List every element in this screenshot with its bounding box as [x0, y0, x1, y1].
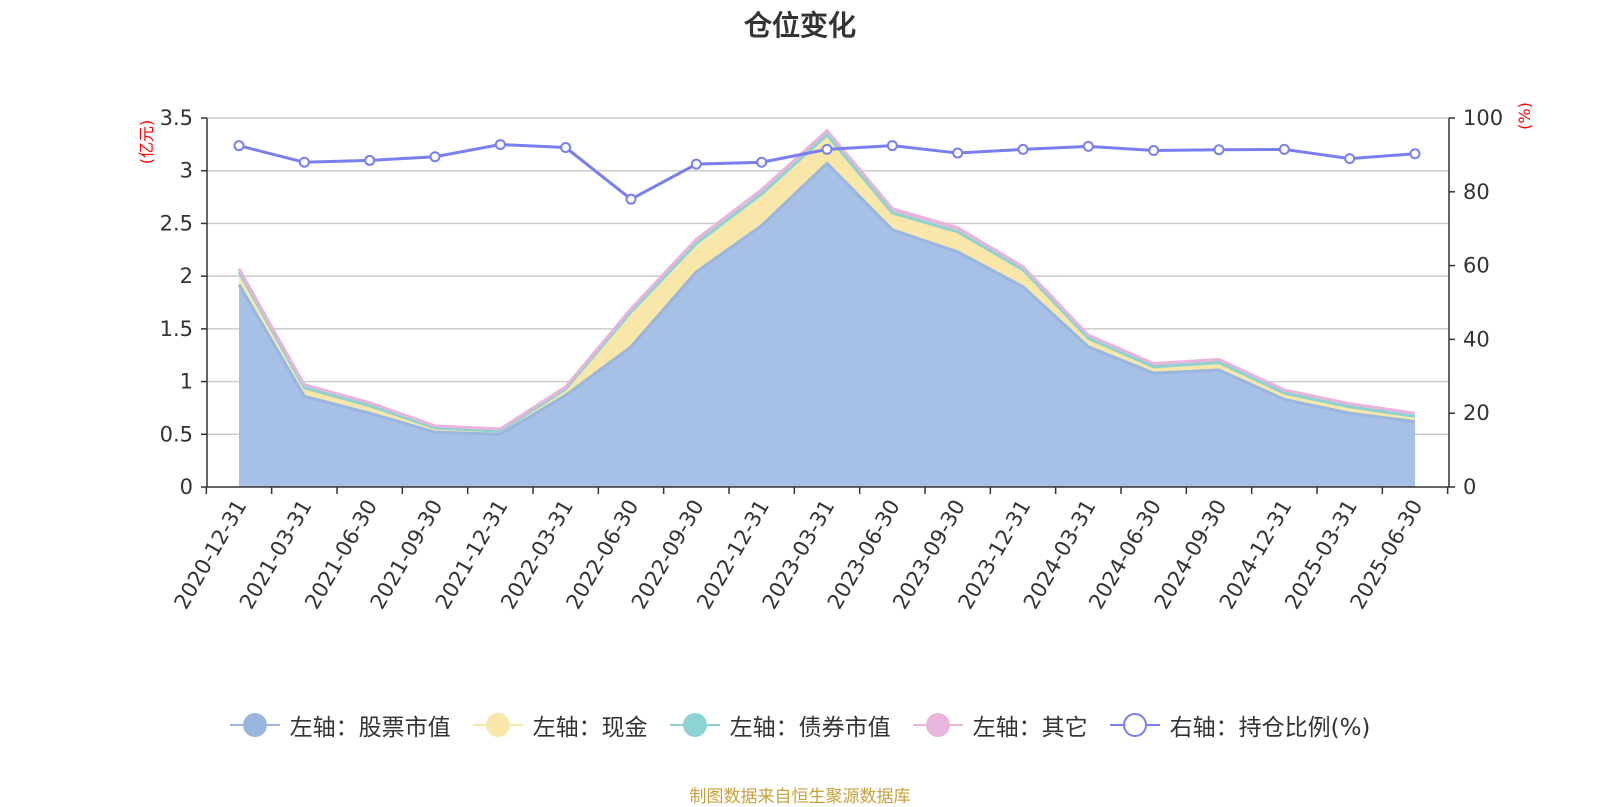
ratio-point	[1148, 144, 1160, 156]
filled-circle-icon	[912, 712, 963, 738]
legend-item[interactable]: 左轴：现金	[472, 708, 648, 742]
legend-label: 左轴：其它	[972, 715, 1088, 741]
left-tick-label: 0	[180, 475, 193, 499]
ratio-point	[429, 151, 441, 163]
legend-item[interactable]: 左轴：股票市值	[229, 708, 451, 742]
ratio-point	[821, 143, 833, 155]
right-tick-label: 40	[1463, 327, 1490, 351]
right-tick-label: 60	[1463, 254, 1490, 278]
filled-circle-icon	[472, 712, 523, 738]
ratio-point	[494, 139, 506, 151]
right-tick-label: 80	[1463, 180, 1490, 204]
left-tick-label: 3.5	[160, 106, 193, 130]
left-tick-label: 2	[180, 264, 193, 288]
legend: 左轴：股票市值 左轴：现金 左轴：债券市值 左轴：其它 右轴：持仓比例(%)	[0, 708, 1600, 742]
ratio-point	[625, 193, 637, 205]
legend-label: 左轴：债券市值	[729, 715, 891, 741]
ratio-point	[298, 156, 310, 168]
legend-label: 右轴：持仓比例(%)	[1169, 715, 1371, 741]
ratio-point	[756, 156, 768, 168]
left-tick-label: 3	[180, 159, 193, 183]
stock-area-edge	[237, 161, 1416, 436]
ratio-point	[1344, 153, 1356, 165]
legend-label: 左轴：股票市值	[289, 715, 451, 741]
area-series	[237, 128, 1416, 487]
ratio-point	[886, 140, 898, 152]
right-tick-label: 0	[1463, 475, 1476, 499]
legend-item[interactable]: 左轴：其它	[912, 708, 1088, 742]
other-area-edge	[237, 128, 1416, 431]
ratio-point	[233, 140, 245, 152]
chart-title: 仓位变化	[743, 9, 856, 42]
ratio-point	[1082, 140, 1094, 152]
right-tick-label: 100	[1463, 106, 1503, 130]
right-tick-label: 20	[1463, 401, 1490, 425]
left-tick-label: 1.5	[160, 317, 193, 341]
ratio-line-series	[233, 139, 1421, 205]
ratio-point	[1213, 144, 1225, 156]
stock-area	[239, 163, 1415, 487]
left-tick-label: 1	[180, 370, 193, 394]
left-axis-unit: (亿元)	[137, 120, 156, 165]
legend-item[interactable]: 右轴：持仓比例(%)	[1109, 708, 1371, 742]
left-tick-label: 0.5	[160, 422, 193, 446]
filled-circle-icon	[229, 712, 280, 738]
left-tick-label: 2.5	[160, 211, 193, 235]
bond-area-edge	[237, 132, 1416, 433]
right-axis-unit: (%)	[1515, 102, 1534, 130]
ratio-point	[690, 158, 702, 170]
ratio-point	[1278, 143, 1290, 155]
filled-circle-icon	[669, 712, 720, 738]
ratio-point	[364, 154, 376, 166]
ratio-point	[1409, 148, 1421, 160]
hollow-circle-icon	[1109, 712, 1160, 738]
legend-item[interactable]: 左轴：债券市值	[669, 708, 891, 742]
source-note: 制图数据来自恒生聚源数据库	[689, 787, 911, 807]
legend-label: 左轴：现金	[532, 715, 648, 741]
ratio-point	[952, 147, 964, 159]
ratio-point	[560, 142, 572, 154]
ratio-point	[1017, 143, 1029, 155]
